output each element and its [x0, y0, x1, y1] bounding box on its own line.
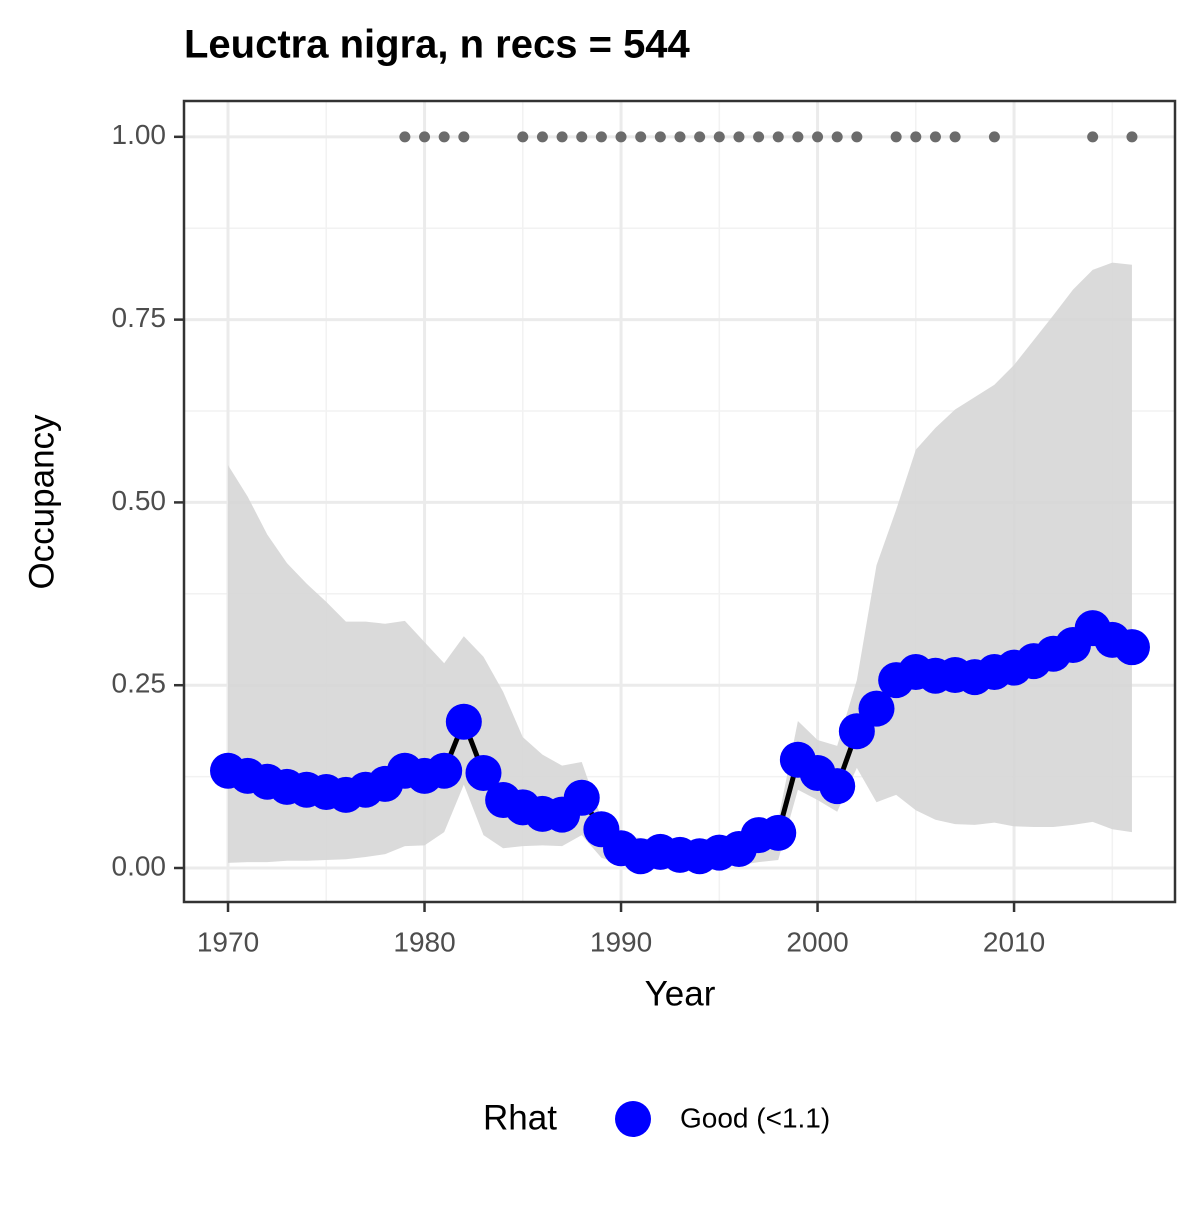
record-dot [713, 131, 725, 143]
record-dot [595, 131, 607, 143]
y-tick-label: 0.75 [112, 302, 167, 333]
record-dot [419, 131, 431, 143]
record-dot [988, 131, 1000, 143]
legend-label: Good (<1.1) [680, 1102, 830, 1133]
record-dot [654, 131, 666, 143]
record-dot [517, 131, 529, 143]
point [426, 752, 463, 789]
record-dot [458, 131, 470, 143]
point [760, 814, 797, 851]
record-dot [1126, 131, 1138, 143]
point [465, 754, 502, 791]
x-tick-label: 1980 [393, 926, 455, 957]
x-tick-label: 2000 [786, 926, 848, 957]
y-tick-label: 0.00 [112, 850, 167, 881]
record-dot [910, 131, 922, 143]
record-dot [576, 131, 588, 143]
point [1113, 629, 1150, 666]
point [445, 703, 482, 740]
record-dot [812, 131, 824, 143]
record-dot [556, 131, 568, 143]
record-dot [674, 131, 686, 143]
record-dot [536, 131, 548, 143]
record-dot [753, 131, 765, 143]
y-tick-label: 0.25 [112, 668, 167, 699]
point [819, 768, 856, 805]
record-dot [831, 131, 843, 143]
record-dot [615, 131, 627, 143]
y-axis-title: Occupancy [22, 414, 61, 590]
point [563, 779, 600, 816]
record-dot [772, 131, 784, 143]
y-tick-label: 0.50 [112, 485, 167, 516]
record-dot [438, 131, 450, 143]
y-tick-label: 1.00 [112, 119, 167, 150]
record-dot [1087, 131, 1099, 143]
record-dot [792, 131, 804, 143]
record-dot [851, 131, 863, 143]
legend-marker [615, 1101, 651, 1137]
record-dot [694, 131, 706, 143]
plot: 0.00 0.25 0.50 0.75 1.00 1970 1980 1990 2000 2010 [112, 99, 1177, 957]
record-dot [733, 131, 745, 143]
chart-title: Leuctra nigra, n recs = 544 [184, 23, 691, 67]
record-dot [399, 131, 411, 143]
point [858, 690, 895, 727]
record-dot [949, 131, 961, 143]
x-tick-label: 1990 [590, 926, 652, 957]
record-dot [929, 131, 941, 143]
record-dot [635, 131, 647, 143]
x-tick-label: 2010 [983, 926, 1045, 957]
legend-title: Rhat [483, 1098, 557, 1137]
record-dot [890, 131, 902, 143]
x-axis-title: Year [645, 974, 716, 1013]
x-tick-label: 1970 [197, 926, 259, 957]
